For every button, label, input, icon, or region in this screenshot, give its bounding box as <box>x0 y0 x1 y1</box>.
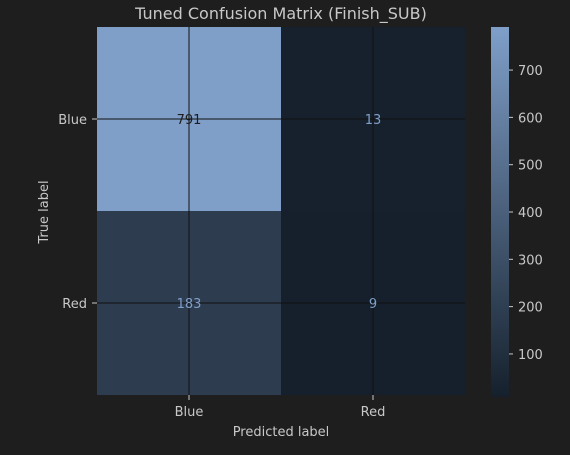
x-tick-label: Red <box>361 405 386 420</box>
cell-value-label: 791 <box>177 113 202 128</box>
y-tick-label: Red <box>62 297 87 312</box>
cell-value-label: 13 <box>365 113 382 128</box>
x-axis-label: Predicted label <box>233 425 330 440</box>
colorbar-tick-label: 200 <box>518 301 543 316</box>
heatmap-cells <box>97 27 465 395</box>
chart-title: Tuned Confusion Matrix (Finish_SUB) <box>134 4 427 24</box>
y-tick-label: Blue <box>58 113 87 128</box>
colorbar-ticks: 100 200 300 400 500 600 700 <box>509 64 543 363</box>
colorbar-tick-label: 500 <box>518 159 543 174</box>
x-tick-label: Blue <box>175 405 204 420</box>
y-tick-labels: Blue Red <box>58 113 97 312</box>
colorbar-tick-label: 600 <box>518 111 543 126</box>
colorbar-tick-label: 700 <box>518 64 543 79</box>
x-tick-labels: Blue Red <box>175 395 386 420</box>
y-axis-label: True label <box>37 180 52 244</box>
colorbar-tick-label: 400 <box>518 206 543 221</box>
cell-value-labels: 791 13 183 9 <box>177 113 382 312</box>
cell-value-label: 183 <box>177 297 202 312</box>
colorbar <box>491 27 509 397</box>
gridlines <box>97 27 465 395</box>
cell-value-label: 9 <box>369 297 377 312</box>
colorbar-tick-label: 100 <box>518 348 543 363</box>
colorbar-tick-label: 300 <box>518 253 543 268</box>
